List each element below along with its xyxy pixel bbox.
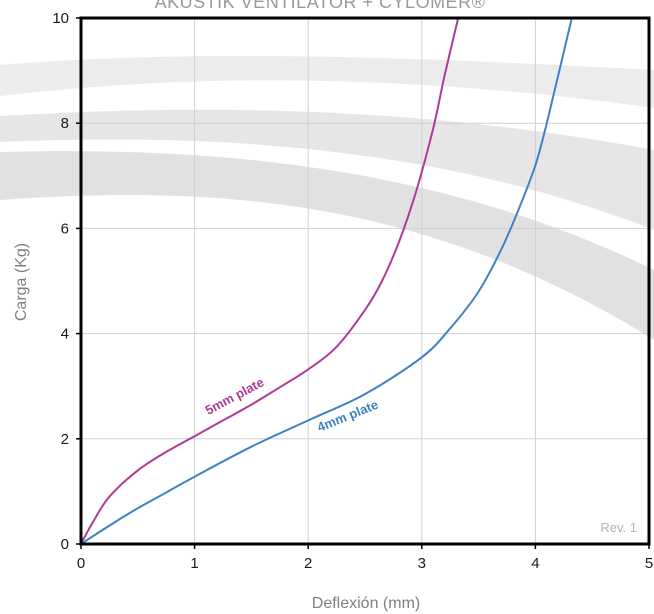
series-label-5mm: 5mm plate [203,374,267,417]
series-line-1 [80,17,573,545]
plot-frame [79,16,651,546]
x-tick-label: 1 [190,555,198,572]
series-lines [80,17,573,545]
x-axis-ticks: 0 1 2 3 4 5 [77,544,653,572]
y-tick-label: 0 [61,536,69,553]
x-tick-label: 0 [77,555,85,572]
y-tick-label: 4 [61,326,69,343]
y-tick-label: 6 [61,220,69,237]
y-axis-label: Carga (Kg) [13,243,30,321]
x-tick-label: 4 [531,555,539,572]
series-line-0 [80,17,460,545]
revision-note: Rev. 1 [600,520,637,535]
y-tick-label: 8 [61,115,69,132]
chart-title: AKUSTIK VENTILATOR + CYLOMER® [155,0,486,12]
x-tick-label: 3 [418,555,426,572]
x-tick-label: 5 [645,555,653,572]
y-tick-label: 2 [61,431,69,448]
x-tick-label: 2 [304,555,312,572]
background-swoosh [0,55,654,340]
x-axis-label: Deflexión (mm) [312,595,420,612]
y-axis-ticks: 0 2 4 6 8 10 [52,10,81,553]
grid [81,18,649,544]
y-tick-label: 10 [52,10,69,27]
